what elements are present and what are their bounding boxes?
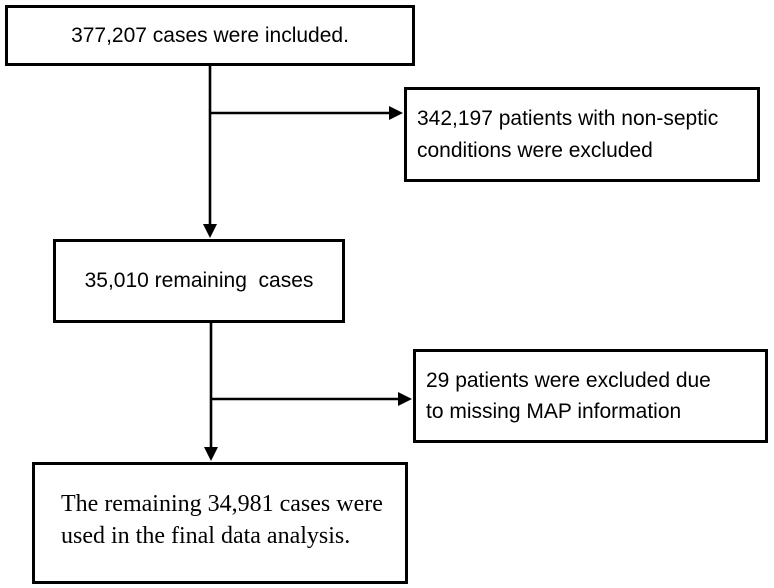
node-cases-included-text: 377,207 cases were included. bbox=[71, 23, 349, 47]
node-map-excluded: 29 patients were excluded due to missing… bbox=[413, 349, 768, 443]
arrow-included-to-remaining bbox=[203, 66, 217, 238]
node-remaining-cases-text: 35,010 remaining cases bbox=[84, 269, 314, 293]
arrow-branch-to-nonseptic bbox=[210, 106, 403, 120]
node-map-excluded-text: 29 patients were excluded due to missing… bbox=[426, 368, 711, 424]
node-nonseptic-excluded-text: 342,197 patients with non-septic conditi… bbox=[417, 107, 719, 162]
node-final-analysis: The remaining 34,981 cases were used in … bbox=[32, 462, 408, 584]
arrow-branch-to-map bbox=[211, 392, 412, 406]
node-remaining-cases: 35,010 remaining cases bbox=[53, 239, 345, 323]
arrow-remaining-to-final bbox=[204, 322, 218, 461]
node-cases-included: 377,207 cases were included. bbox=[5, 5, 415, 66]
node-final-analysis-text: The remaining 34,981 cases were used in … bbox=[61, 491, 383, 549]
node-nonseptic-excluded: 342,197 patients with non-septic conditi… bbox=[404, 87, 760, 182]
